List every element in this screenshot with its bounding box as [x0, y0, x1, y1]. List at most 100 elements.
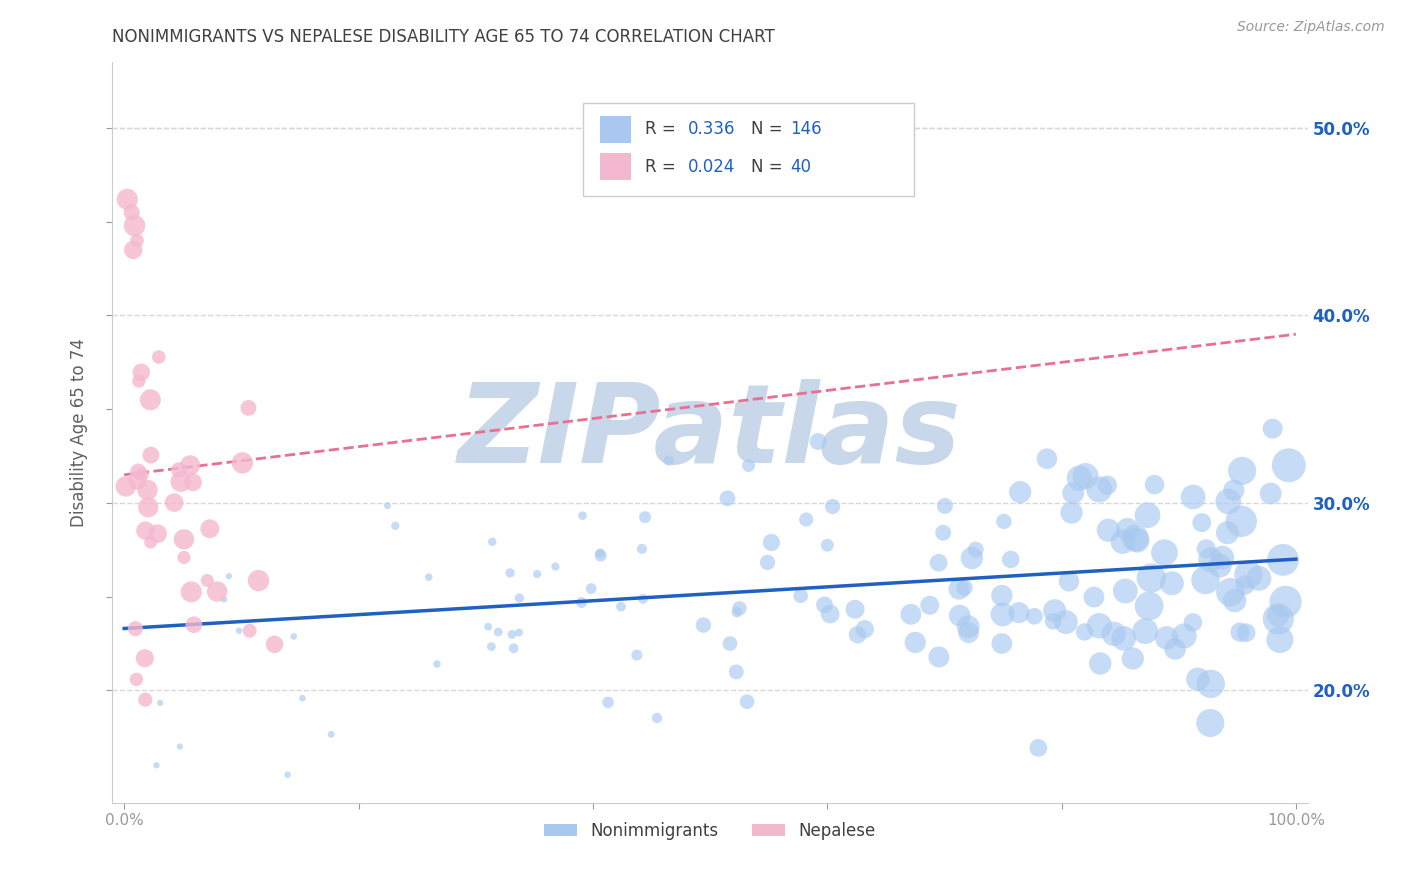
- Point: [789, 589, 811, 603]
- Point: [195, 574, 218, 588]
- Point: [1008, 606, 1031, 620]
- Point: [134, 692, 156, 706]
- Point: [1234, 625, 1257, 640]
- Point: [122, 243, 145, 257]
- Point: [1123, 531, 1146, 545]
- Point: [692, 618, 714, 632]
- Point: [1164, 642, 1187, 657]
- Point: [1173, 629, 1195, 643]
- Point: [589, 549, 612, 563]
- Point: [1195, 541, 1218, 556]
- Point: [277, 767, 299, 781]
- Point: [377, 499, 399, 513]
- Point: [321, 727, 343, 741]
- Point: [1074, 469, 1097, 483]
- Point: [1126, 533, 1149, 548]
- Point: [934, 499, 956, 513]
- Point: [128, 374, 150, 388]
- Point: [1102, 627, 1125, 641]
- Point: [1229, 625, 1251, 640]
- Point: [1010, 485, 1032, 500]
- Point: [149, 696, 172, 710]
- Legend: Nonimmigrants, Nepalese: Nonimmigrants, Nepalese: [537, 815, 883, 847]
- Point: [1140, 571, 1163, 585]
- Text: N =: N =: [751, 120, 787, 138]
- Point: [957, 620, 980, 634]
- Point: [1191, 516, 1213, 530]
- Point: [180, 585, 202, 599]
- Point: [794, 512, 817, 526]
- Point: [918, 599, 941, 613]
- Point: [129, 365, 152, 379]
- Point: [1116, 523, 1139, 537]
- Point: [136, 483, 159, 497]
- Point: [1223, 593, 1246, 607]
- Point: [813, 598, 835, 612]
- Point: [544, 559, 567, 574]
- Point: [170, 475, 193, 489]
- Point: [735, 695, 758, 709]
- Point: [163, 495, 186, 509]
- Point: [631, 541, 654, 556]
- Text: R =: R =: [645, 120, 682, 138]
- Point: [718, 637, 741, 651]
- Point: [725, 665, 748, 679]
- Point: [1194, 573, 1216, 587]
- Text: 0.336: 0.336: [688, 120, 735, 138]
- Point: [508, 591, 530, 605]
- Point: [1043, 604, 1066, 618]
- Point: [928, 649, 950, 664]
- Point: [948, 582, 970, 596]
- Point: [1054, 615, 1077, 629]
- Point: [167, 463, 190, 477]
- Point: [508, 625, 530, 640]
- Point: [291, 691, 314, 706]
- Point: [231, 456, 253, 470]
- Point: [1122, 651, 1144, 665]
- Point: [1274, 595, 1296, 609]
- Point: [1090, 657, 1112, 671]
- Point: [139, 392, 162, 407]
- Point: [1097, 478, 1119, 492]
- Point: [1267, 612, 1289, 626]
- Point: [139, 448, 162, 462]
- Point: [1112, 534, 1135, 549]
- Point: [953, 581, 976, 595]
- Point: [125, 673, 148, 687]
- Point: [960, 551, 983, 566]
- Point: [479, 640, 502, 654]
- Point: [579, 582, 602, 596]
- Point: [1083, 590, 1105, 604]
- Point: [1247, 571, 1270, 585]
- Point: [818, 607, 841, 621]
- Point: [1216, 525, 1239, 540]
- Point: [169, 739, 191, 754]
- Point: [1135, 624, 1157, 639]
- Point: [844, 602, 866, 616]
- Point: [1181, 615, 1204, 630]
- Point: [991, 607, 1014, 622]
- Point: [1271, 553, 1294, 567]
- Point: [117, 192, 139, 206]
- Point: [761, 535, 783, 549]
- Point: [146, 526, 169, 541]
- Text: 0.024: 0.024: [688, 158, 735, 176]
- Point: [610, 599, 633, 614]
- Point: [1137, 599, 1160, 613]
- Point: [571, 595, 593, 609]
- Point: [134, 524, 156, 538]
- Text: N =: N =: [751, 158, 787, 176]
- Point: [239, 624, 262, 638]
- Point: [807, 434, 830, 449]
- Point: [658, 453, 681, 467]
- Point: [1136, 508, 1159, 523]
- Point: [904, 635, 927, 649]
- Point: [124, 622, 146, 636]
- Point: [737, 458, 759, 473]
- Y-axis label: Disability Age 65 to 74: Disability Age 65 to 74: [70, 338, 89, 527]
- Point: [928, 556, 950, 570]
- Point: [115, 479, 138, 493]
- Point: [481, 534, 503, 549]
- Point: [1187, 672, 1209, 686]
- Point: [1209, 558, 1232, 573]
